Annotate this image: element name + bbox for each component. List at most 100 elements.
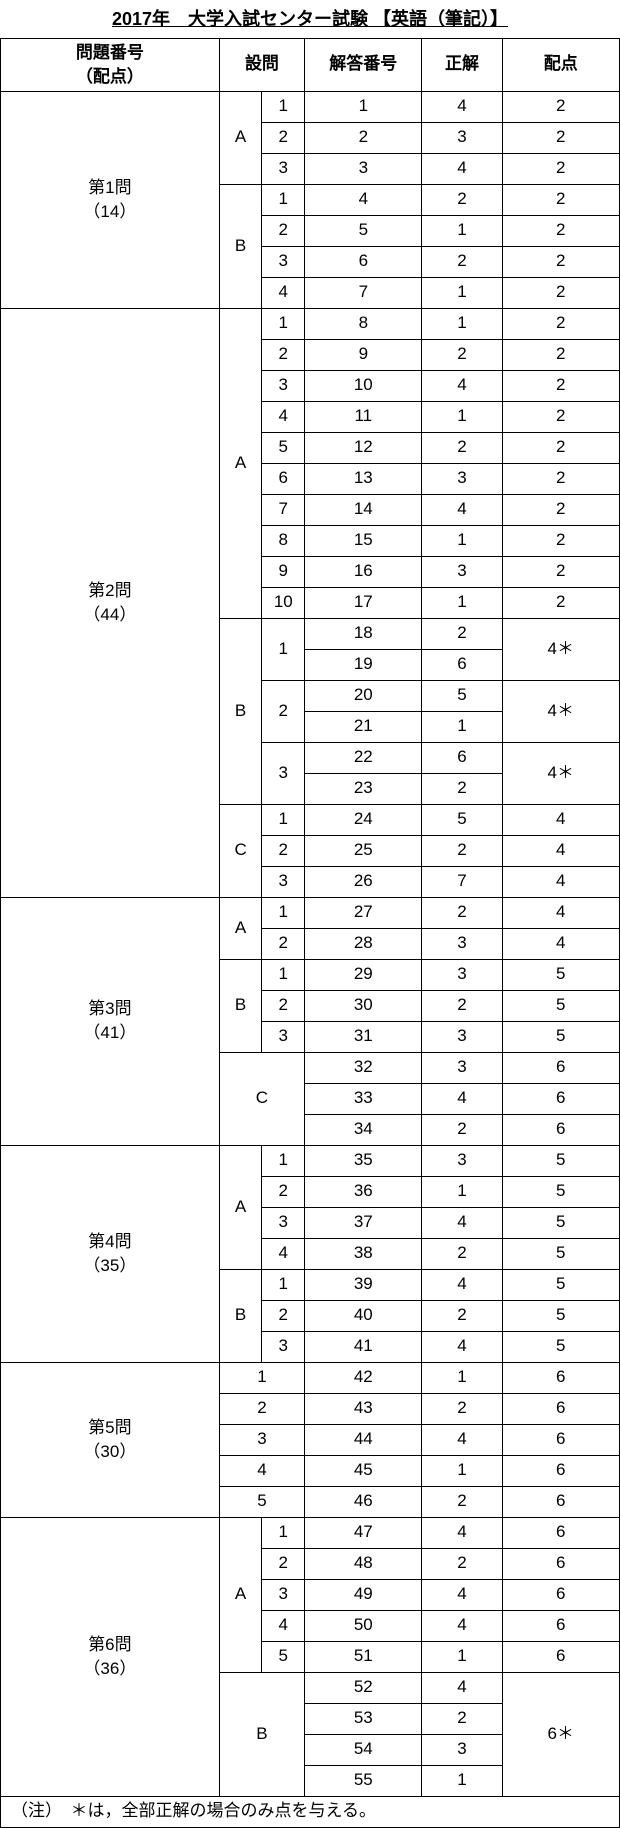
cell: 1 — [262, 1269, 305, 1300]
cell: 5 — [502, 1021, 619, 1052]
cell: 3 — [262, 1021, 305, 1052]
cell: 2 — [219, 1393, 304, 1424]
cell: 29 — [305, 959, 422, 990]
cell: 3 — [262, 1331, 305, 1362]
cell: 2 — [502, 246, 619, 277]
cell: 15 — [305, 525, 422, 556]
q1-b: B — [219, 184, 262, 308]
q3-a: A — [219, 897, 262, 959]
cell: 5 — [502, 1145, 619, 1176]
cell: 1 — [422, 587, 502, 618]
cell: 6 — [422, 742, 502, 773]
cell: 49 — [305, 1579, 422, 1610]
cell: 26 — [305, 866, 422, 897]
cell: 38 — [305, 1238, 422, 1269]
cell: 4＊ — [502, 742, 619, 804]
header-points: 配点 — [502, 39, 619, 92]
cell: 3 — [422, 463, 502, 494]
cell: 6 — [502, 1424, 619, 1455]
cell: 3 — [422, 122, 502, 153]
cell: 36 — [305, 1176, 422, 1207]
cell: 2 — [262, 990, 305, 1021]
cell: 2 — [422, 1703, 502, 1734]
cell: 2 — [262, 1300, 305, 1331]
cell: 2 — [422, 897, 502, 928]
cell: 5 — [262, 432, 305, 463]
cell: 2 — [262, 215, 305, 246]
header-correct: 正解 — [422, 39, 502, 92]
cell: 1 — [262, 1517, 305, 1548]
cell: 4 — [422, 1517, 502, 1548]
cell: 19 — [305, 649, 422, 680]
cell: 1 — [422, 525, 502, 556]
cell: 9 — [262, 556, 305, 587]
cell: 39 — [305, 1269, 422, 1300]
cell: 2 — [422, 1393, 502, 1424]
cell: 6 — [502, 1114, 619, 1145]
cell: 43 — [305, 1393, 422, 1424]
cell: 4 — [502, 928, 619, 959]
cell: 2 — [422, 835, 502, 866]
cell: 28 — [305, 928, 422, 959]
cell: 3 — [422, 1052, 502, 1083]
cell: 4 — [422, 494, 502, 525]
cell: 4 — [262, 1610, 305, 1641]
answer-table: 2017年 大学入試センター試験 【英語（筆記）】 問題番号（配点） 設問 解答… — [0, 0, 620, 1828]
cell: 16 — [305, 556, 422, 587]
cell: 2 — [422, 1114, 502, 1145]
cell: 2 — [422, 432, 502, 463]
cell: 4 — [422, 1610, 502, 1641]
cell: 55 — [305, 1765, 422, 1796]
cell: 1 — [422, 1641, 502, 1672]
cell: 4 — [422, 1269, 502, 1300]
cell: 46 — [305, 1486, 422, 1517]
cell: 6 — [502, 1641, 619, 1672]
cell: 5 — [502, 1300, 619, 1331]
cell: 2 — [502, 587, 619, 618]
cell: 5 — [422, 680, 502, 711]
cell: 3 — [219, 1424, 304, 1455]
cell: 2 — [502, 339, 619, 370]
cell: 24 — [305, 804, 422, 835]
cell: 6 — [502, 1610, 619, 1641]
cell: 4 — [422, 1331, 502, 1362]
cell: 50 — [305, 1610, 422, 1641]
cell: 3 — [262, 1579, 305, 1610]
cell: 32 — [305, 1052, 422, 1083]
cell: 45 — [305, 1455, 422, 1486]
cell: 37 — [305, 1207, 422, 1238]
cell: 2 — [502, 401, 619, 432]
cell: 2 — [262, 1548, 305, 1579]
cell: 4 — [502, 866, 619, 897]
cell: 3 — [422, 928, 502, 959]
cell: 1 — [422, 1765, 502, 1796]
cell: 4 — [502, 897, 619, 928]
cell: 2 — [422, 1238, 502, 1269]
cell: 2 — [422, 990, 502, 1021]
cell: 34 — [305, 1114, 422, 1145]
q6-label: 第6問（36） — [1, 1517, 220, 1796]
cell: 3 — [262, 866, 305, 897]
cell: 30 — [305, 990, 422, 1021]
cell: 1 — [262, 618, 305, 680]
cell: 3 — [262, 370, 305, 401]
header-q-points: 問題番号（配点） — [1, 39, 220, 92]
cell: 42 — [305, 1362, 422, 1393]
cell: 5 — [502, 990, 619, 1021]
cell: 2 — [422, 773, 502, 804]
cell: 6 — [502, 1486, 619, 1517]
q4-b: B — [219, 1269, 262, 1362]
cell: 11 — [305, 401, 422, 432]
cell: 4 — [502, 835, 619, 866]
q1-a: A — [219, 91, 262, 184]
cell: 6 — [502, 1362, 619, 1393]
cell: 4 — [422, 1207, 502, 1238]
cell: 5 — [502, 1269, 619, 1300]
cell: 2 — [422, 339, 502, 370]
cell: 4＊ — [502, 680, 619, 742]
cell: 5 — [422, 804, 502, 835]
cell: 2 — [262, 680, 305, 742]
cell: 3 — [422, 1021, 502, 1052]
cell: 23 — [305, 773, 422, 804]
footnote: （注） ＊は，全部正解の場合のみ点を与える。 — [1, 1796, 620, 1827]
